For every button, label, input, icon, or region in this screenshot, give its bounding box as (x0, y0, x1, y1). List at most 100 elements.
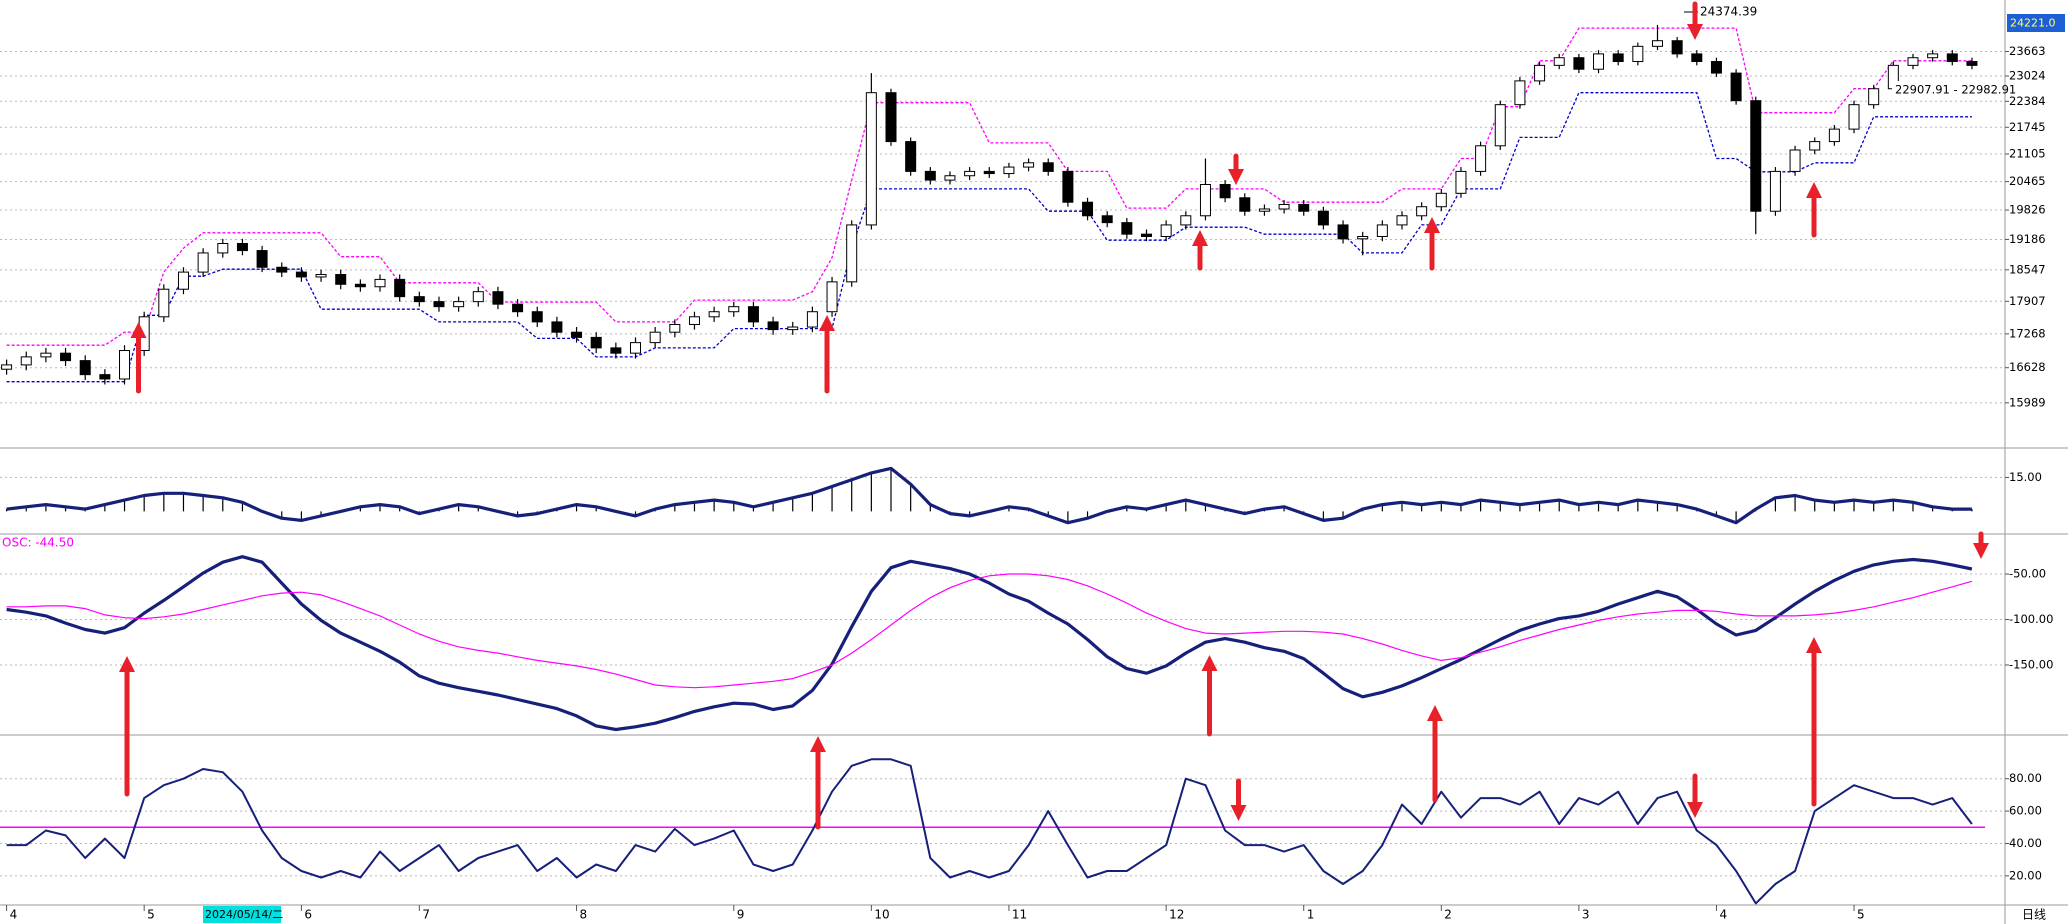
candle-body (1180, 215, 1192, 226)
candle-body (1396, 215, 1408, 226)
y-tick-label: 80.00 (2009, 771, 2042, 785)
candle-body (453, 301, 465, 308)
channel-band (6, 27, 1972, 346)
candle-body (1160, 224, 1172, 237)
x-tick-label: 5 (147, 908, 155, 922)
y-tick-label: 15.00 (2009, 470, 2042, 484)
y-tick-label: 60.00 (2009, 804, 2042, 818)
candle-body (1612, 53, 1624, 63)
candle-body (669, 323, 681, 333)
candle-body (1730, 72, 1742, 102)
candle-body (119, 350, 131, 380)
signal-arrows (118, 1, 1990, 830)
indicator-line (6, 758, 1973, 905)
x-tick-label: 12 (1169, 908, 1184, 922)
x-tick-label: 4 (1719, 908, 1727, 922)
y-tick-label: 17907 (2009, 294, 2046, 308)
candle-body (354, 283, 366, 288)
candle-body (1475, 145, 1487, 172)
candle-body (964, 170, 976, 177)
candle-body (394, 278, 406, 298)
candle-body (236, 242, 248, 252)
candle-body (983, 170, 995, 175)
candle-body (1003, 166, 1015, 175)
candle-body (276, 266, 288, 273)
y-tick-label: 20465 (2009, 174, 2046, 188)
candle-body (60, 352, 72, 362)
candle-body (1101, 215, 1113, 224)
candle-body (708, 311, 720, 318)
candle-body (1141, 233, 1153, 237)
candle-body (610, 347, 622, 354)
y-tick-label: 22384 (2009, 94, 2046, 108)
candle-body (1239, 197, 1251, 212)
plot-area: 1598916628172681790718547191861982620465… (0, 24, 2053, 922)
last-price-box (2007, 14, 2065, 32)
candle-body (846, 224, 858, 283)
indicator-line (6, 573, 1973, 689)
y-tick-label: 18547 (2009, 262, 2046, 276)
candle-body (1416, 206, 1428, 217)
y-tick-label: -50.00 (2009, 567, 2046, 581)
candle-body (1337, 224, 1349, 240)
candle-body (295, 271, 307, 278)
y-tick-label: 20.00 (2009, 868, 2042, 882)
y-tick-label: 21105 (2009, 147, 2046, 161)
candle-body (905, 141, 917, 172)
candle-body (590, 336, 602, 349)
range-label-bg (1892, 81, 2004, 98)
candle-body (649, 331, 661, 344)
candle-body (1691, 53, 1703, 63)
candle-body (1927, 53, 1939, 59)
y-tick-label: 21745 (2009, 120, 2046, 134)
y-tick-label: 23024 (2009, 69, 2046, 83)
candle-body (944, 175, 956, 181)
candle-body (1966, 61, 1978, 66)
candle-body (1750, 100, 1762, 212)
candle-body (1357, 235, 1369, 240)
candle-body (1042, 162, 1054, 172)
y-tick-label: 19826 (2009, 203, 2046, 217)
candle-body (197, 252, 209, 273)
candle-body (1317, 210, 1329, 226)
y-tick-label: 23663 (2009, 44, 2046, 58)
candle-body (512, 303, 524, 313)
candle-body (1278, 203, 1290, 210)
candle-body (787, 326, 799, 331)
y-tick-label: -100.00 (2009, 612, 2053, 626)
y-tick-label: 15989 (2009, 395, 2046, 409)
candle-body (433, 301, 445, 308)
x-tick-label: 10 (874, 908, 889, 922)
candle-body (1553, 57, 1565, 66)
candle-body (1298, 203, 1310, 212)
candle-body (1907, 57, 1919, 66)
candle-body (688, 316, 700, 325)
candle-body (806, 311, 818, 328)
candle-body (767, 321, 779, 331)
y-tick-label: 16628 (2009, 360, 2046, 374)
x-tick-label: 1 (1307, 908, 1315, 922)
candle-body (1769, 170, 1781, 212)
candle-body (413, 296, 425, 303)
x-tick-label: 5 (1857, 908, 1865, 922)
candle-body (1199, 183, 1211, 217)
candle-body (1632, 45, 1644, 63)
x-tick-label: 8 (580, 908, 588, 922)
y-tick-label: 17268 (2009, 326, 2046, 340)
x-tick-label: 6 (304, 908, 312, 922)
candle-body (728, 306, 740, 313)
x-tick-label: 7 (422, 908, 430, 922)
candle-body (1651, 40, 1663, 47)
candle-body (1828, 128, 1840, 143)
annotations: 24374.39 24221.0 22907.91 - 22982.91 202… (2, 5, 2065, 923)
candle-body (1082, 201, 1094, 217)
candle-body (1258, 208, 1270, 212)
candle-body (1219, 183, 1231, 199)
indicator-line (6, 466, 1972, 525)
candle-body (217, 242, 229, 254)
candle-body (1573, 57, 1585, 70)
